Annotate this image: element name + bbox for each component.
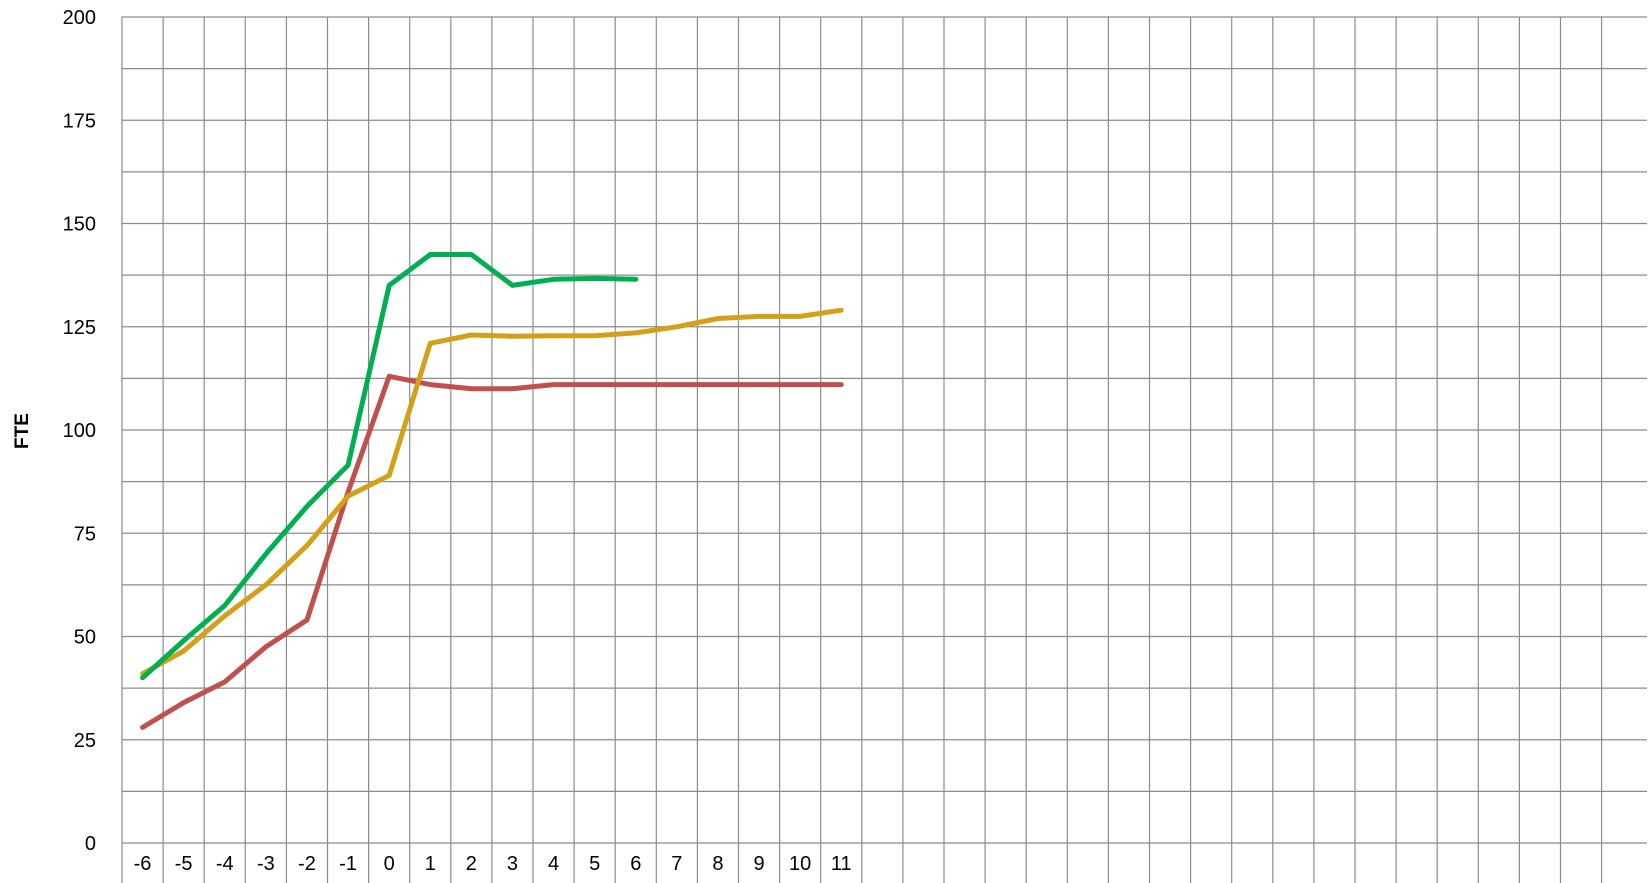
y-tick-label: 50 bbox=[74, 627, 96, 649]
x-tick-label: 8 bbox=[712, 853, 723, 875]
x-tick-label: -6 bbox=[134, 853, 152, 875]
x-tick-label: 6 bbox=[630, 853, 641, 875]
series-line-2 bbox=[140, 307, 844, 677]
x-axis-ticks: -6 -5 -4 -3 -2 -1 0 1 2 3 4 5 6 7 8 9 10 11 bbox=[134, 853, 852, 875]
x-tick-label: -1 bbox=[339, 853, 357, 875]
x-tick-label: -4 bbox=[216, 853, 234, 875]
series-line-1 bbox=[140, 373, 844, 730]
y-tick-label: 75 bbox=[74, 523, 96, 545]
y-axis-title: FTE bbox=[12, 413, 33, 449]
y-tick-label: 150 bbox=[63, 214, 96, 236]
x-tick-label: 5 bbox=[589, 853, 600, 875]
y-tick-label: 0 bbox=[85, 833, 96, 855]
x-tick-label: 0 bbox=[384, 853, 395, 875]
y-tick-label: 25 bbox=[74, 730, 96, 752]
x-tick-label: 10 bbox=[789, 853, 811, 875]
x-tick-label: 9 bbox=[753, 853, 764, 875]
series-line-3 bbox=[140, 252, 639, 681]
y-tick-label: 100 bbox=[63, 420, 96, 442]
y-tick-label: 200 bbox=[63, 7, 96, 29]
x-tick-label: 2 bbox=[466, 853, 477, 875]
x-tick-label: -2 bbox=[298, 853, 316, 875]
series-lines bbox=[140, 252, 844, 730]
x-tick-label: -5 bbox=[175, 853, 193, 875]
x-tick-label: 7 bbox=[671, 853, 682, 875]
x-tick-label: 4 bbox=[548, 853, 559, 875]
x-tick-label: 3 bbox=[507, 853, 518, 875]
x-tick-label: 1 bbox=[425, 853, 436, 875]
grid bbox=[121, 16, 1647, 883]
y-tick-label: 175 bbox=[63, 110, 96, 132]
x-tick-label: -3 bbox=[257, 853, 275, 875]
y-tick-label: 125 bbox=[63, 317, 96, 339]
y-axis-ticks: 0 25 50 75 100 125 150 175 200 bbox=[63, 7, 96, 855]
x-tick-label: 11 bbox=[831, 853, 852, 875]
